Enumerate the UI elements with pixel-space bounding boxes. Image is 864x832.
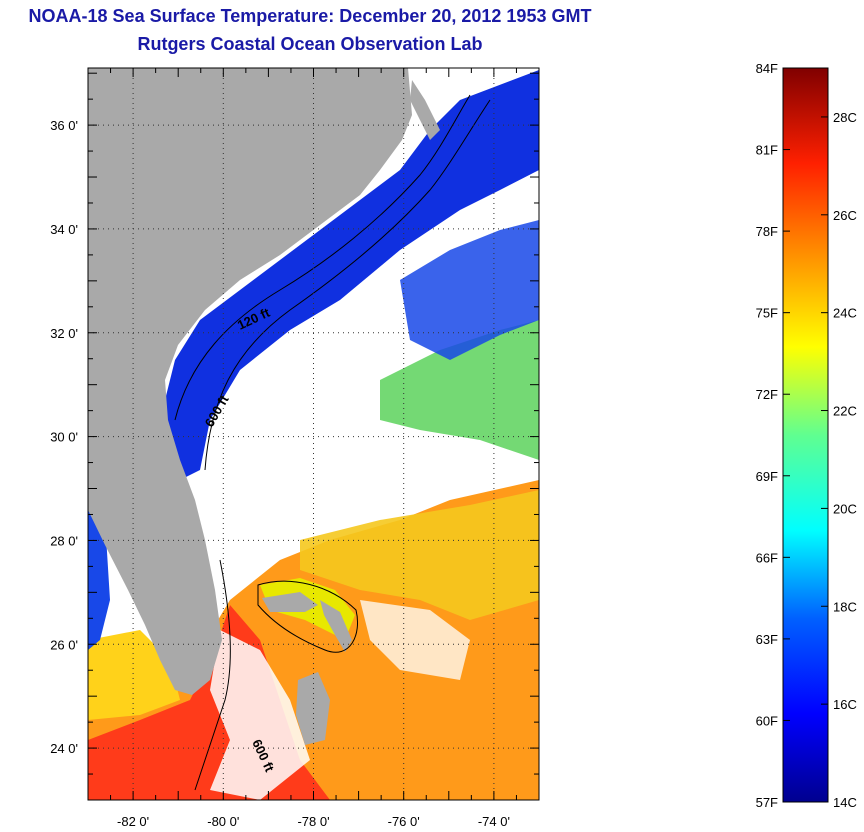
map-axes: 36 0' 34 0' 32 0' 30 0' 28 0' 26 0' 24 0' -82 0… <box>50 68 540 829</box>
land-abaco <box>320 600 352 652</box>
lon-label-0: -82 0' <box>117 814 149 829</box>
lon-label-1: -80 0' <box>207 814 239 829</box>
graticule <box>88 68 539 800</box>
colorbar-label-c-0: 28C <box>833 110 857 125</box>
lat-label-1: 34 0' <box>50 222 78 237</box>
map-title: NOAA-18 Sea Surface Temperature: Decembe… <box>28 6 592 26</box>
colorbar-label-c-2: 24C <box>833 306 857 321</box>
colorbar-label-f-3: 75F <box>756 306 778 321</box>
lat-label-0: 36 0' <box>50 118 78 133</box>
lon-label-4: -74 0' <box>478 814 510 829</box>
contour-bahamas-bank <box>257 580 358 653</box>
colorbar-label-c-5: 18C <box>833 599 857 614</box>
map-panel <box>88 68 539 800</box>
lat-label-2: 32 0' <box>50 326 78 341</box>
colorbar <box>782 67 829 803</box>
lat-label-4: 28 0' <box>50 533 78 548</box>
colorbar-label-f-5: 69F <box>756 469 778 484</box>
cold-shelf-water <box>165 70 539 480</box>
colorbar-label-f-9: 57F <box>756 795 778 810</box>
colorbar-label-f-1: 81F <box>756 143 778 158</box>
lat-label-5: 26 0' <box>50 637 78 652</box>
lat-label-6: 24 0' <box>50 741 78 756</box>
colorbar-label-c-6: 16C <box>833 697 857 712</box>
lat-label-3: 30 0' <box>50 430 78 445</box>
colorbar-label-c-1: 26C <box>833 208 857 223</box>
colorbar-label-f-0: 84F <box>756 61 778 76</box>
colorbar-label-f-2: 78F <box>756 224 778 239</box>
land-grand-bahama <box>262 592 318 612</box>
cloud-patch-south <box>210 630 310 800</box>
land-outer-banks <box>410 80 440 140</box>
colorbar-label-c-3: 22C <box>833 404 857 419</box>
cold-water-patches-east <box>400 220 539 360</box>
land-us-east-coast <box>88 68 412 695</box>
colorbar-labels: 84F 81F 78F 75F 72F 69F 66F 63F 60F 57F 28C 26C 24C 2… <box>756 61 857 810</box>
colorbar-label-f-6: 66F <box>756 550 778 565</box>
contour-120ft <box>174 94 471 421</box>
lon-label-2: -78 0' <box>297 814 329 829</box>
colorbar-label-f-7: 63F <box>756 632 778 647</box>
lon-label-3: -76 0' <box>388 814 420 829</box>
contour-florida-strait <box>194 559 231 791</box>
yellow-water-region <box>300 490 539 620</box>
cloud-patch-east <box>360 600 470 680</box>
colorbar-label-c-7: 14C <box>833 795 857 810</box>
colorbar-label-c-4: 20C <box>833 501 857 516</box>
colorbar-label-f-8: 60F <box>756 713 778 728</box>
green-water-eastern <box>380 320 539 460</box>
map-subtitle: Rutgers Coastal Ocean Observation Lab <box>137 34 483 54</box>
colorbar-label-f-4: 72F <box>756 387 778 402</box>
contour-600ft <box>204 99 491 471</box>
